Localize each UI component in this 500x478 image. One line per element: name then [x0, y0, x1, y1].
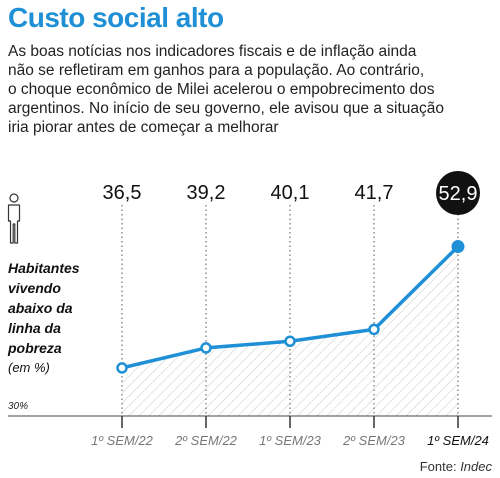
- person-icon: [7, 193, 21, 244]
- y-axis-min-label: 30%: [8, 401, 29, 412]
- data-point: [451, 240, 465, 254]
- data-point: [368, 323, 380, 336]
- subtitle-line: iria piorar antes de começar a melhorar: [8, 119, 279, 136]
- y-axis-unit: (em %): [8, 360, 50, 375]
- subtitle-line: o choque econômico de Milei acelerou o e…: [8, 81, 435, 98]
- y-axis-label-line: Habitantes: [8, 260, 80, 276]
- data-label: 40,1: [271, 182, 310, 204]
- data-point: [116, 362, 128, 374]
- data-label: 36,5: [103, 182, 142, 204]
- source-note: Fonte: Indec: [420, 459, 492, 474]
- subtitle-line: não se refletiram em ganhos para a popul…: [8, 62, 425, 79]
- data-point: [200, 342, 212, 354]
- subtitle-line: As boas notícias nos indicadores fiscais…: [8, 43, 417, 60]
- x-tick-label: 2º SEM/23: [342, 433, 406, 448]
- highlight-badge: [436, 171, 480, 215]
- chart-subtitle: As boas notícias nos indicadores fiscais…: [8, 42, 492, 137]
- x-tick-label: 1º SEM/23: [259, 433, 322, 448]
- x-tick-label: 1º SEM/24: [427, 433, 489, 448]
- y-axis-label-line: vivendo: [8, 280, 61, 296]
- y-axis-label-line: linha da: [8, 320, 61, 336]
- area-fill: [122, 246, 458, 416]
- subtitle-line: argentinos. No início de seu governo, el…: [8, 100, 445, 117]
- x-tick-label: 1º SEM/22: [91, 433, 154, 448]
- y-axis-label-line: abaixo da: [8, 300, 73, 316]
- data-point: [284, 335, 296, 348]
- source-label: Fonte:: [419, 459, 457, 474]
- chart-title: Custo social alto: [8, 2, 224, 33]
- y-axis-label: Habitantes vivendo abaixo da linha da po…: [8, 258, 80, 378]
- data-label: 41,7: [355, 182, 394, 204]
- y-axis-label-line: pobreza: [8, 340, 62, 356]
- data-label: 52,9: [439, 183, 478, 205]
- source-name: Indec: [460, 459, 492, 474]
- x-tick-label: 2º SEM/22: [174, 433, 238, 448]
- data-label: 39,2: [187, 182, 226, 204]
